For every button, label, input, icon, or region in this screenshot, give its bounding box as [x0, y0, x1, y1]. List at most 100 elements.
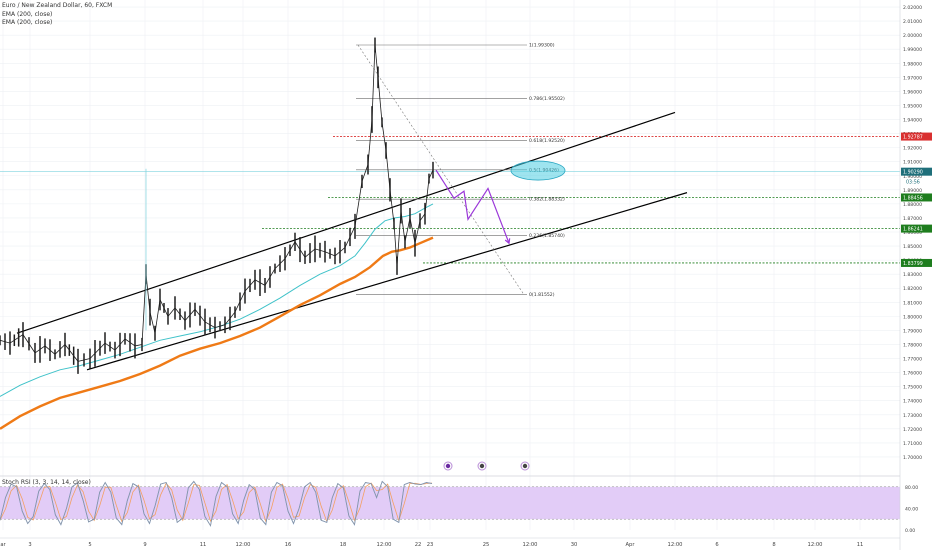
price-level-tag-label: 1.86241 — [903, 227, 923, 233]
price-level-tag-label: 1.83799 — [903, 261, 923, 267]
stoch-tick-label: 0.00 — [905, 528, 915, 534]
price-tick-label: 1.79000 — [903, 328, 922, 334]
fib-level-label: 0(1.81552) — [529, 292, 555, 298]
event-icon-dot — [479, 463, 485, 469]
stoch-tick-label: 40.00 — [905, 506, 918, 512]
time-tick-label: 23 — [427, 542, 434, 548]
price-tick-label: 1.97000 — [903, 75, 922, 81]
time-tick-label: 5 — [88, 542, 91, 548]
fib-level-label: 0.236(1.85740) — [529, 233, 565, 239]
ema-fast-line[interactable] — [0, 203, 434, 397]
time-tick-label: 12:00 — [377, 542, 392, 548]
price-tick-label: 1.81000 — [903, 300, 922, 306]
fib-level-label: 0.786(1.95502) — [529, 96, 565, 102]
price-tick-label: 1.92000 — [903, 146, 922, 152]
price-level-tag-label: 1.90290 — [903, 170, 923, 176]
price-level-lines — [0, 136, 900, 264]
price-series — [0, 37, 434, 374]
time-tick-label: 8 — [772, 542, 775, 548]
price-tick-label: 1.76000 — [903, 371, 922, 377]
time-tick-label: ar — [0, 542, 6, 548]
channel-line[interactable] — [16, 111, 676, 334]
stoch-band — [0, 486, 900, 520]
event-icon-dot — [522, 463, 528, 469]
event-icon-dot — [445, 463, 451, 469]
time-tick-label: 22 — [415, 542, 422, 548]
annotations — [435, 160, 566, 471]
price-axis: 2.02000 2.01000 2.00000 1.99000 1.98000 1.970… — [899, 0, 932, 550]
ema-lines — [0, 203, 434, 430]
price-axis-background — [900, 0, 932, 550]
ema-slow-line[interactable] — [0, 236, 434, 430]
indicator-label-ema-2[interactable]: EMA (200, close) — [2, 19, 53, 26]
time-tick-label: Apr — [626, 542, 636, 548]
price-level-tag-label: 1.92787 — [903, 135, 923, 141]
time-tick-label: 18 — [340, 542, 347, 548]
price-tick-label: 1.70000 — [903, 455, 922, 461]
time-tick-label: 9 — [143, 542, 146, 548]
price-tick-label: 1.91000 — [903, 160, 922, 166]
time-tick-label: 30 — [571, 542, 578, 548]
stoch-rsi-label[interactable]: Stoch RSI (3, 3, 14, 14, close) — [2, 479, 91, 486]
time-tick-label: 3 — [28, 542, 31, 548]
price-tick-label: 1.80000 — [903, 314, 922, 320]
price-level-tag[interactable] — [901, 193, 932, 202]
chart-legend: Euro / New Zealand Dollar, 60, FXCM EMA … — [2, 2, 112, 28]
price-tick-label: 1.86000 — [903, 230, 922, 236]
trend-channel — [16, 111, 688, 371]
price-tick-label: 1.77000 — [903, 357, 922, 363]
price-tick-label: 1.82000 — [903, 286, 922, 292]
price-tick-label: 1.85000 — [903, 244, 922, 250]
price-tick-label: 1.73000 — [903, 413, 922, 419]
price-tick-label: 1.90000 — [903, 174, 922, 180]
time-tick-label: 11 — [200, 542, 207, 548]
stoch-rsi-pane — [0, 475, 932, 527]
target-ellipse[interactable] — [510, 160, 566, 181]
symbol-title[interactable]: Euro / New Zealand Dollar, 60, FXCM — [2, 2, 113, 9]
stoch-k-line-shadow — [0, 480, 433, 527]
price-level-tag-label: 1.88456 — [903, 195, 923, 201]
price-level-tag[interactable] — [901, 258, 932, 267]
stoch-d-line[interactable] — [0, 482, 433, 523]
price-tick-label: 1.99000 — [903, 47, 922, 53]
price-tick-label: 1.95000 — [903, 103, 922, 109]
fibonacci-retracement: 1(1.99300) 0.786(1.95502) 0.618(1.92520) 0.… — [356, 42, 565, 298]
price-line[interactable] — [0, 44, 434, 362]
time-tick-label: 6 — [715, 542, 718, 548]
stoch-tick-label: 80.00 — [905, 485, 918, 491]
time-tick-label: 12:00 — [808, 542, 823, 548]
price-tick-label: 1.83000 — [903, 272, 922, 278]
projection-arrow[interactable] — [435, 169, 510, 244]
price-tick-label: 2.00000 — [903, 33, 922, 39]
fib-level-label: 1(1.99300) — [529, 42, 555, 48]
price-tick-label: 1.89000 — [903, 188, 922, 194]
price-tick-label: 1.72000 — [903, 427, 922, 433]
price-tick-label: 1.75000 — [903, 385, 922, 391]
time-tick-label: 12:00 — [523, 542, 538, 548]
price-level-tag[interactable] — [901, 132, 932, 141]
price-level-tag[interactable] — [901, 224, 932, 233]
countdown-label: 03:56 — [906, 180, 920, 186]
price-tick-label: 1.94000 — [903, 118, 922, 124]
fib-trend-line[interactable] — [357, 44, 524, 294]
price-tick-label: 1.74000 — [903, 399, 922, 405]
price-tick-label: 1.88000 — [903, 202, 922, 208]
channel-line[interactable] — [86, 192, 688, 371]
price-level-tag[interactable] — [901, 167, 932, 176]
grid — [0, 0, 900, 530]
price-tick-label: 2.02000 — [903, 5, 922, 11]
fib-level-label: 0.618(1.92520) — [529, 138, 565, 144]
projection-arrowhead — [504, 238, 511, 245]
price-tick-label: 1.98000 — [903, 61, 922, 67]
indicator-label-ema-1[interactable]: EMA (200, close) — [2, 10, 53, 18]
time-tick-label: 11 — [857, 542, 864, 548]
time-tick-label: 12:00 — [236, 542, 251, 548]
price-tick-label: 1.78000 — [903, 342, 922, 348]
time-tick-label: 16 — [285, 542, 292, 548]
price-tick-label: 1.87000 — [903, 216, 922, 222]
price-tick-label: 1.71000 — [903, 441, 922, 447]
price-tick-label: 2.01000 — [903, 19, 922, 25]
time-axis: ar 3 5 9 11 12:00 16 18 12:00 22 23 25 12:00 30 Apr 12:… — [0, 537, 900, 548]
